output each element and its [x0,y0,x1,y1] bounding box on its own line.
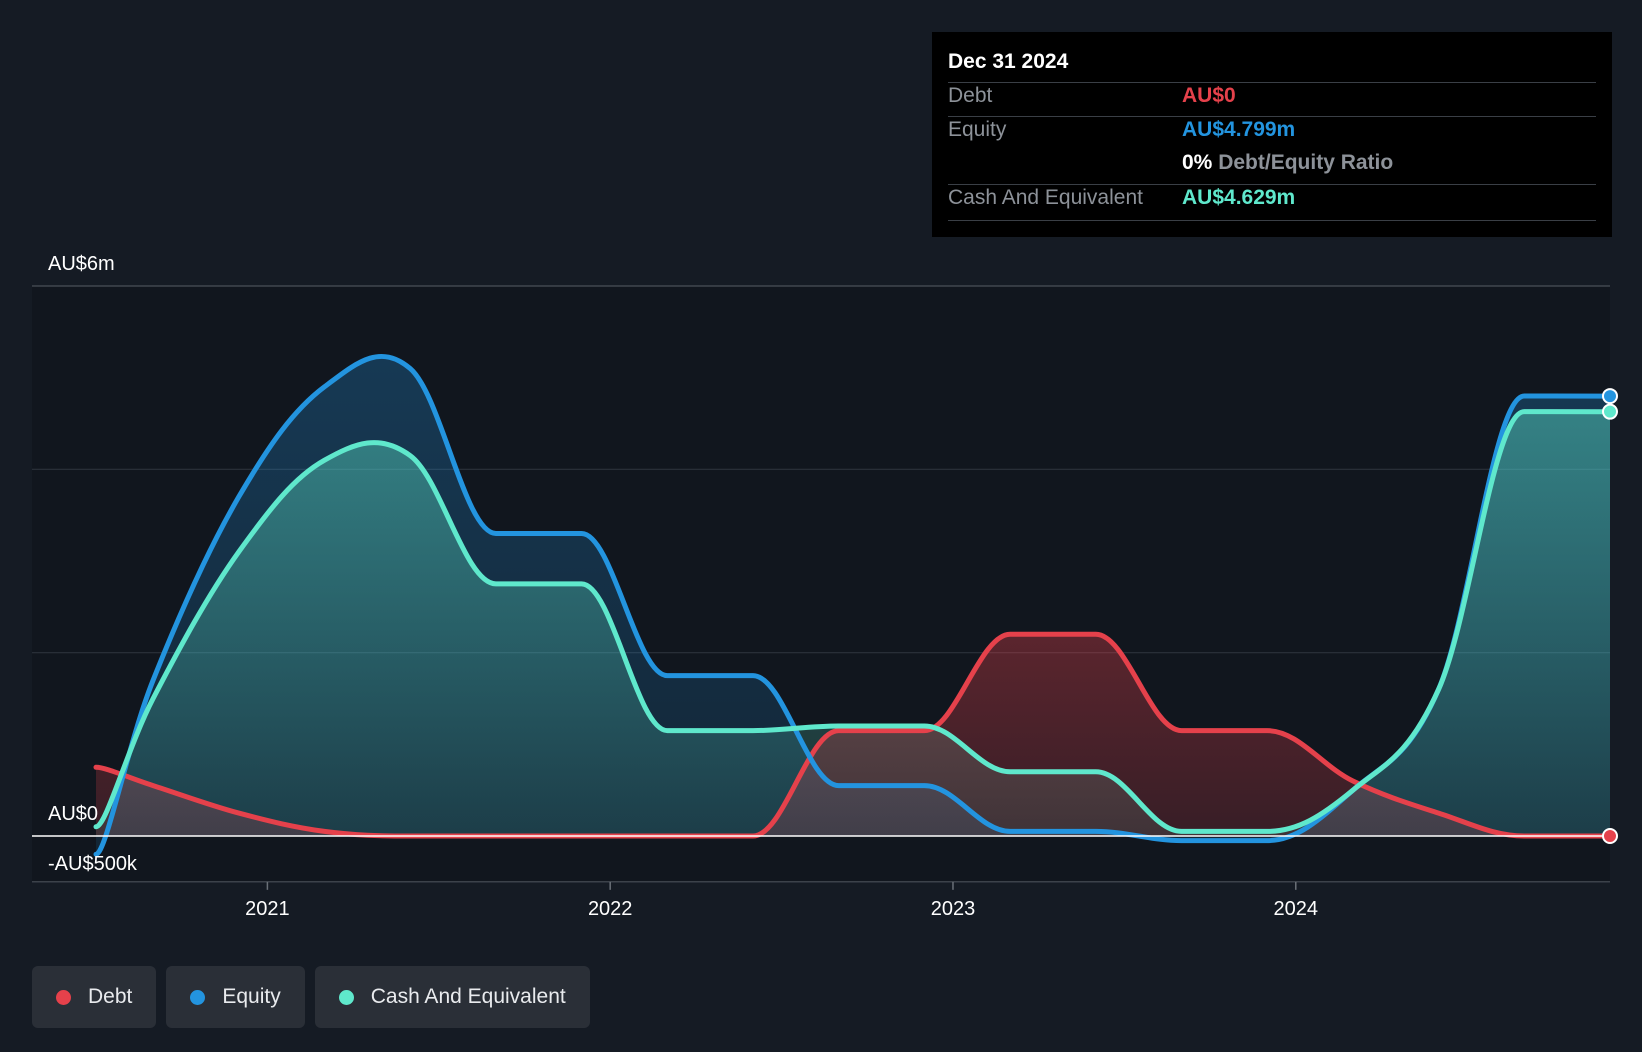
tooltip-divider [948,184,1596,185]
cash-dot-icon [338,989,354,1005]
legend-item-debt[interactable]: Debt [32,966,157,1028]
area-debt [96,634,1610,836]
legend-item-cash[interactable]: Cash And Equivalent [314,966,590,1028]
chart-legend: Debt Equity Cash And Equivalent [32,966,590,1028]
tooltip-debt-value: AU$0 [1182,84,1236,107]
series-line-debt [93,631,1613,839]
area-cash-and-equivalent [96,411,1610,836]
tooltip-divider [948,220,1596,221]
tooltip-equity-value: AU$4.799m [1182,118,1296,141]
tooltip-row-ratio: 0% Debt/Equity Ratio [948,151,1596,185]
x-tick-label: 2023 [931,898,976,920]
x-tick-label: 2022 [588,898,633,920]
y-tick-label: AU$6m [48,253,115,275]
end-marker-cash-and-equivalent[interactable] [1602,403,1618,420]
tooltip-date: Dec 31 2024 [948,50,1069,73]
legend-label-cash: Cash And Equivalent [370,985,566,1008]
tooltip-cash-label: Cash And Equivalent [948,186,1143,209]
legend-item-equity[interactable]: Equity [166,966,305,1028]
series-line-cash-and-equivalent [93,409,1613,834]
y-tick-label: AU$0 [48,803,98,825]
tooltip-ratio: 0% Debt/Equity Ratio [1182,151,1393,175]
end-marker-debt[interactable] [1602,828,1618,844]
marker-layer [1602,388,1618,844]
tooltip-divider [948,116,1596,117]
tooltip-cash-value: AU$4.629m [1182,186,1296,209]
end-marker-equity[interactable] [1602,388,1618,405]
y-tick-label: -AU$500k [48,853,138,875]
axis-layer: AU$6m AU$0 -AU$500k 2021 2022 2023 2024 [32,253,1610,920]
legend-label-debt: Debt [88,985,133,1008]
tooltip-equity-label: Equity [948,118,1007,141]
equity-dot-icon [190,989,206,1005]
legend-label-equity: Equity [222,985,281,1008]
tooltip-ratio-percent: 0% [1182,151,1213,174]
area-layer [96,356,1610,855]
tooltip-row-cash: Cash And Equivalent AU$4.629m [948,185,1596,219]
x-tick-label: 2024 [1274,898,1319,920]
x-tick-label: 2021 [245,898,290,920]
tooltip-ratio-label: Debt/Equity Ratio [1218,151,1394,174]
tooltip-row-equity: Equity AU$4.799m [948,117,1596,151]
tooltip-debt-label: Debt [948,84,993,107]
debt-dot-icon [56,989,71,1005]
tooltip-row-debt: Debt AU$0 [948,83,1596,117]
tooltip-panel: Dec 31 2024 Debt AU$0 Equity AU$4.799m 0… [932,32,1612,237]
line-layer [93,354,1613,857]
tooltip-divider [948,82,1596,83]
